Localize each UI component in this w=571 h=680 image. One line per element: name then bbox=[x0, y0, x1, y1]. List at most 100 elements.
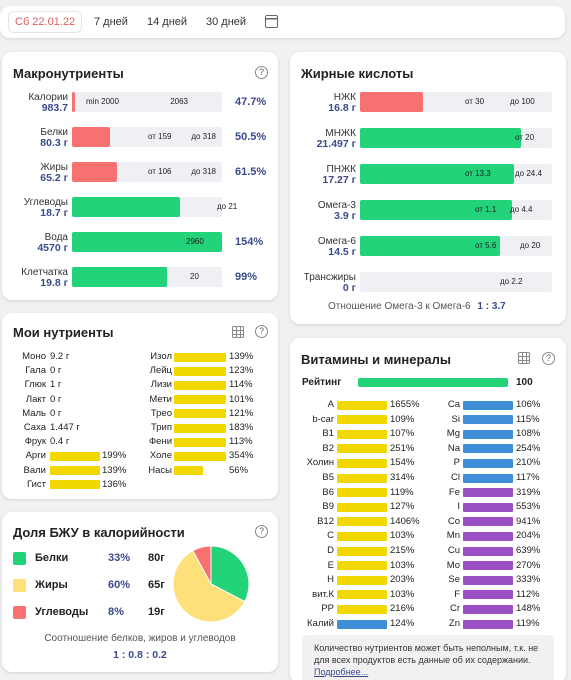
vitamin-percent: 203% bbox=[390, 574, 415, 586]
my-nutrient-value: 1.447 г bbox=[50, 422, 80, 433]
my-nutrient-name: Арги bbox=[25, 450, 46, 462]
macro-name: Углеводы bbox=[23, 197, 68, 208]
my-nutrient-name: Трео bbox=[150, 407, 172, 419]
bju-name: Белки bbox=[35, 552, 69, 564]
my-nutrient-percent: 113% bbox=[229, 436, 253, 448]
help-icon[interactable]: ? bbox=[255, 66, 268, 79]
table-icon[interactable] bbox=[518, 352, 530, 364]
macro-bar-fill bbox=[72, 162, 117, 182]
vitamin-percent: 251% bbox=[390, 442, 415, 454]
vitamin-bar bbox=[337, 619, 387, 629]
my-nutrient-percent: 101% bbox=[229, 393, 254, 405]
my-nutrient-bar bbox=[174, 395, 226, 405]
fatty-bar-fill bbox=[360, 164, 514, 184]
fatty-bar-track: до 2.2 bbox=[360, 272, 552, 292]
mineral-percent: 333% bbox=[516, 574, 541, 586]
my-nutrient-percent: 123% bbox=[229, 365, 254, 377]
macro-name: Белки bbox=[40, 127, 68, 138]
macro-bar-track: min 2000 2063 bbox=[72, 92, 222, 112]
my-nutrient-percent: 56% bbox=[229, 464, 249, 476]
fatty-bar-track: от 20 bbox=[360, 128, 552, 148]
vitamin-name: B2 bbox=[322, 442, 334, 454]
my-nutrient-value: 9.2 г bbox=[50, 351, 70, 362]
mineral-name: Mn bbox=[446, 530, 460, 542]
fatty-min-mark: от 5.6 bbox=[475, 241, 497, 250]
my-nutrient-name: Фени bbox=[148, 436, 172, 448]
mineral-name: Cl bbox=[451, 472, 460, 483]
mineral-name: Se bbox=[448, 574, 460, 586]
vitamin-name: E bbox=[327, 559, 334, 571]
fatty-name: ПНЖК bbox=[326, 164, 356, 175]
macro-value: 19.8 г bbox=[40, 277, 68, 289]
mineral-percent: 108% bbox=[516, 428, 541, 440]
mineral-percent: 148% bbox=[516, 603, 541, 615]
table-icon[interactable] bbox=[232, 326, 244, 338]
macronutrients-title: Макронутриенты bbox=[13, 66, 124, 81]
period-14-days[interactable]: 14 дней bbox=[147, 16, 188, 28]
fatty-value: 21.497 г bbox=[316, 138, 356, 150]
fatty-max-mark: до 100 bbox=[510, 97, 535, 106]
fatty-acids-card: Жирные кислоты НЖК 16.8 г от 30 до 100 МНЖК 2… bbox=[290, 52, 566, 324]
mineral-percent: 117% bbox=[516, 472, 540, 483]
mineral-bar bbox=[463, 415, 513, 425]
mineral-name: Cu bbox=[447, 545, 460, 556]
vitamin-name: Холин bbox=[306, 457, 334, 469]
macro-bar-fill bbox=[72, 197, 180, 217]
macro-max-mark: до 21 bbox=[217, 202, 238, 211]
fatty-max-mark: до 20 bbox=[520, 241, 541, 250]
macro-value: 80.3 г bbox=[40, 137, 68, 149]
mineral-bar bbox=[463, 575, 513, 585]
vitamin-percent: 109% bbox=[390, 413, 415, 425]
vitamin-bar bbox=[337, 590, 387, 600]
macro-bar-track: до 21 bbox=[72, 197, 237, 217]
my-nutrient-bar bbox=[174, 380, 226, 390]
fatty-name: Омега-6 bbox=[317, 236, 356, 247]
rating-value: 100 bbox=[516, 377, 533, 388]
mineral-bar bbox=[463, 400, 513, 410]
help-icon[interactable]: ? bbox=[542, 352, 555, 365]
macro-bar-track: от 106 до 318 bbox=[72, 162, 222, 182]
fatty-value: 17.27 г bbox=[322, 174, 356, 186]
period-30-days[interactable]: 30 дней bbox=[206, 16, 247, 28]
vitamin-percent: 119% bbox=[390, 486, 414, 498]
mineral-name: I bbox=[457, 501, 460, 513]
fatty-max-mark: до 4.4 bbox=[510, 205, 533, 214]
help-icon[interactable]: ? bbox=[255, 525, 268, 538]
period-7-days[interactable]: 7 дней bbox=[94, 16, 128, 28]
my-nutrient-name: Лакт bbox=[25, 393, 46, 405]
vitamin-percent: 103% bbox=[390, 559, 415, 571]
macro-min-mark: от 106 bbox=[148, 167, 172, 176]
my-nutrient-bar bbox=[50, 480, 100, 490]
rating-track bbox=[358, 378, 508, 387]
macro-bar-fill bbox=[72, 267, 167, 287]
vitamin-bar bbox=[337, 604, 387, 614]
macro-row-label: Белки 80.3 г bbox=[8, 127, 68, 149]
macro-bar-track: 2960 bbox=[72, 232, 222, 252]
fatty-min-mark: от 1.1 bbox=[475, 205, 497, 214]
fatty-max-mark: до 24.4 bbox=[515, 169, 542, 178]
my-nutrient-value: 1 г bbox=[50, 379, 62, 391]
mineral-bar bbox=[463, 517, 513, 527]
vitamin-name: PP bbox=[321, 603, 334, 615]
my-nutrient-value: 0 г bbox=[50, 393, 62, 405]
vitamin-bar bbox=[337, 575, 387, 585]
my-nutrient-name: Лизи bbox=[150, 379, 172, 391]
fatty-bar-fill bbox=[360, 92, 424, 112]
mineral-percent: 319% bbox=[516, 486, 541, 498]
mineral-percent: 270% bbox=[516, 559, 541, 571]
mineral-percent: 210% bbox=[516, 457, 541, 469]
my-nutrient-percent: 139% bbox=[229, 351, 254, 362]
my-nutrient-bar bbox=[50, 451, 100, 461]
bju-name: Жиры bbox=[35, 579, 68, 591]
my-nutrient-percent: 114% bbox=[229, 379, 253, 391]
mineral-bar bbox=[463, 458, 513, 468]
macro-min-mark: от 159 bbox=[148, 132, 172, 141]
calendar-icon[interactable] bbox=[265, 15, 278, 28]
date-chip[interactable]: Сб 22.01.22 bbox=[8, 11, 83, 33]
help-icon[interactable]: ? bbox=[255, 325, 268, 338]
vitamin-bar bbox=[337, 415, 387, 425]
macro-percent: 50.5% bbox=[235, 131, 267, 143]
my-nutrient-percent: 183% bbox=[229, 422, 254, 433]
more-link[interactable]: Подробнее... bbox=[314, 667, 369, 677]
mineral-bar bbox=[463, 473, 513, 483]
